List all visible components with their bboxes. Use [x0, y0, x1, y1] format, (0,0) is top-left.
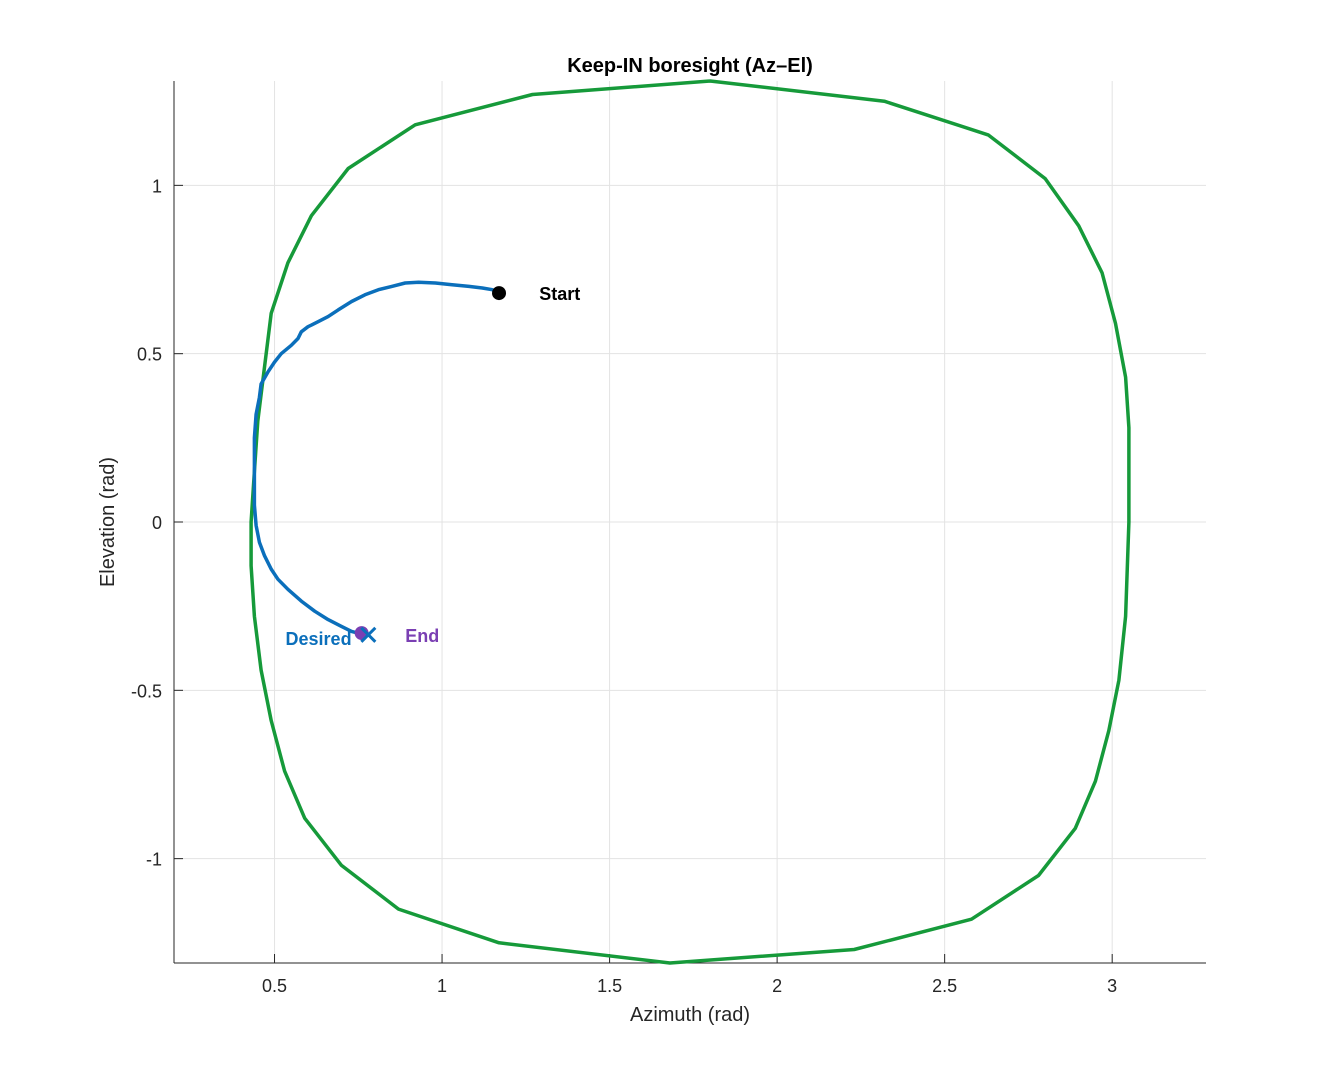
x-tick-label: 2	[772, 976, 782, 996]
y-tick-label: -1	[146, 850, 162, 870]
x-tick-label: 2.5	[932, 976, 957, 996]
annotation-desired: Desired	[286, 629, 352, 649]
annotation-layer: Start Desired End	[286, 284, 581, 649]
y-tick-label: 1	[152, 176, 162, 196]
y-tick-label: 0	[152, 513, 162, 533]
x-tick-label: 1	[437, 976, 447, 996]
x-ticks: 0.5 1 1.5 2 2.5 3	[262, 954, 1117, 996]
series-line-0	[249, 79, 1131, 965]
x-tick-label: 0.5	[262, 976, 287, 996]
grid	[174, 81, 1206, 963]
annotation-end: End	[405, 626, 439, 646]
x-tick-label: 1.5	[597, 976, 622, 996]
series-layer	[249, 79, 1131, 965]
y-tick-label: 0.5	[137, 345, 162, 365]
y-tick-label: -0.5	[131, 681, 162, 701]
chart-title: Keep-IN boresight (Az–El)	[567, 55, 813, 77]
x-axis-label: Azimuth (rad)	[630, 1004, 750, 1026]
series-line-1	[252, 280, 501, 637]
marker-layer	[354, 286, 507, 643]
annotation-start: Start	[539, 284, 580, 304]
y-axis-label: Elevation (rad)	[97, 457, 119, 587]
x-tick-label: 3	[1107, 976, 1117, 996]
y-ticks: 1 0.5 0 -0.5 -1	[131, 176, 183, 870]
marker-start	[492, 286, 507, 301]
marker-desired	[360, 626, 377, 643]
